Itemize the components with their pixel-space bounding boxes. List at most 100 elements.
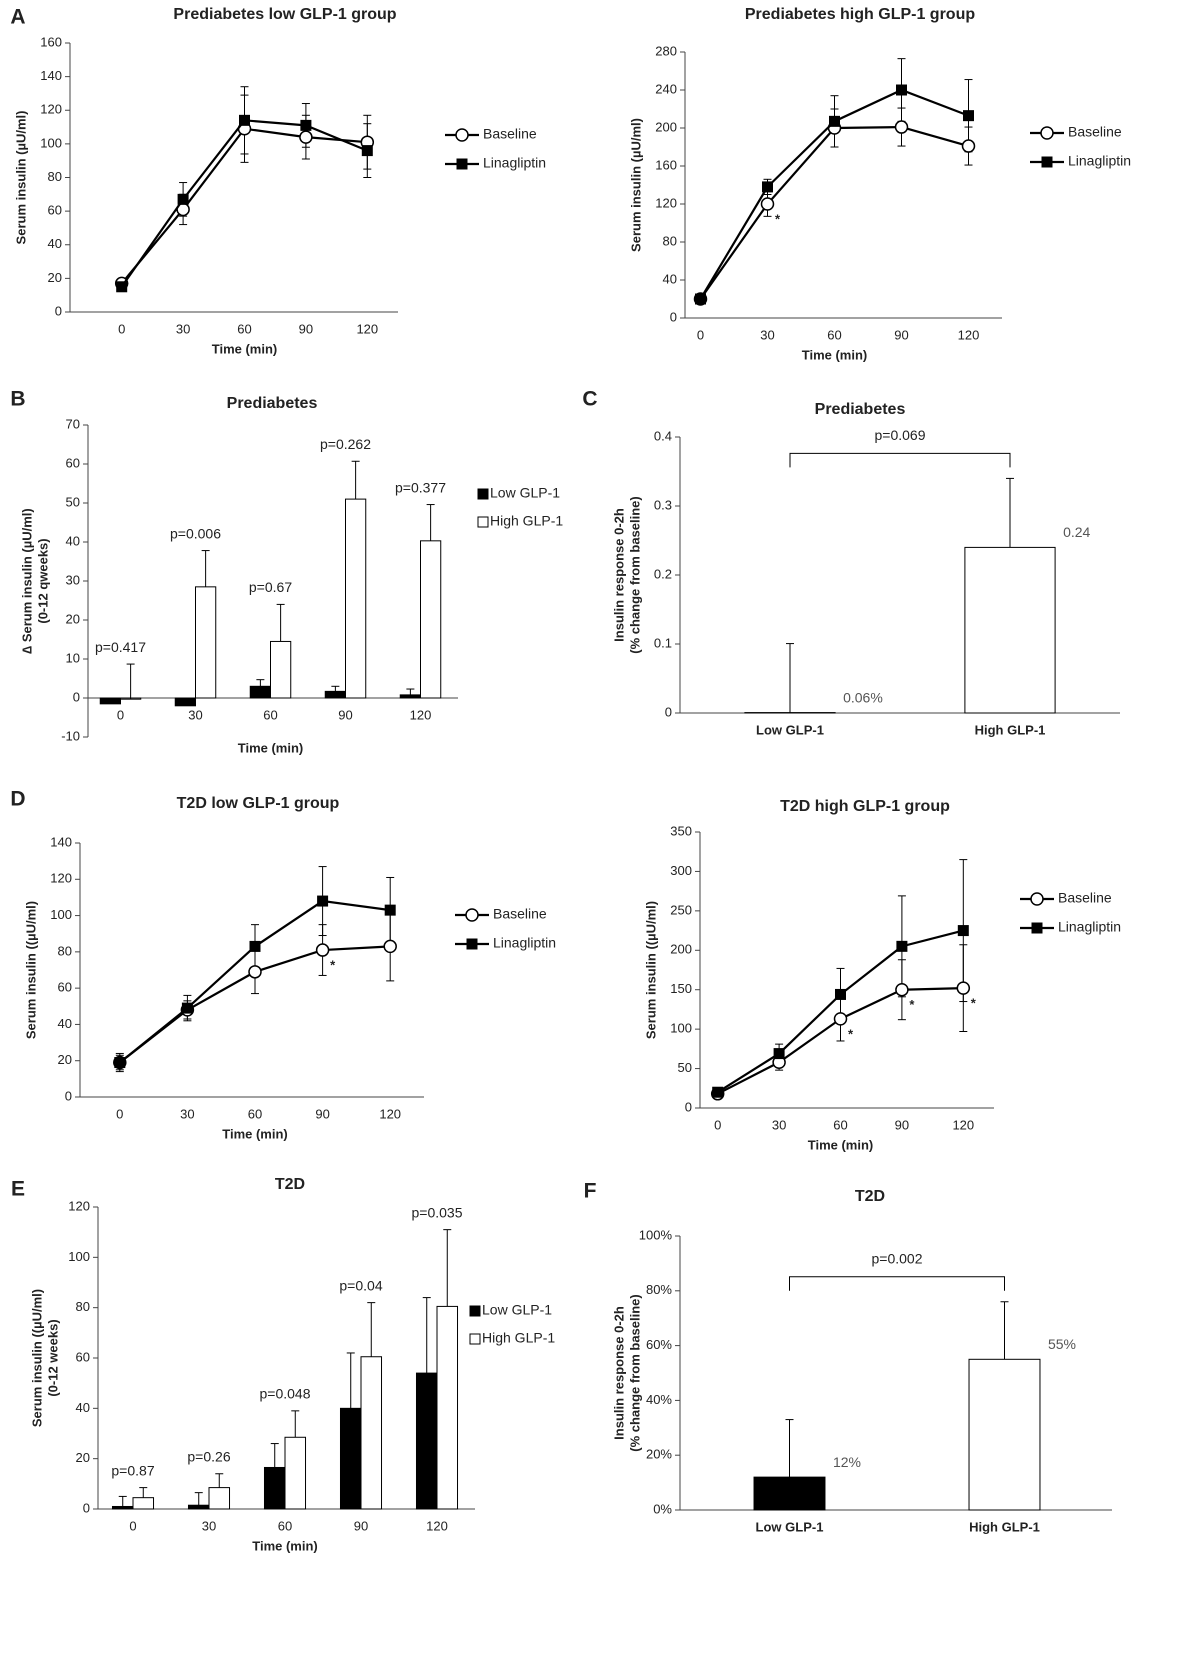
legend-label: Baseline <box>1058 890 1112 906</box>
marker <box>1031 922 1043 934</box>
y-axis-label: Insulin response 0-2h <box>611 508 626 642</box>
x-axis-label: Time (min) <box>238 740 304 755</box>
marker <box>762 181 773 193</box>
x-tick-label: 120 <box>952 1117 974 1132</box>
marker <box>361 145 373 157</box>
x-tick-label: 120 <box>426 1518 448 1533</box>
value-label: 55% <box>1048 1336 1076 1352</box>
y-tick-label: 40 <box>66 533 80 548</box>
comparison-bracket <box>789 1276 1005 1291</box>
marker <box>963 110 974 122</box>
y-axis-label: Serum insulin ((µU/ml) <box>23 901 38 1039</box>
bar <box>339 1407 362 1510</box>
marker <box>712 1086 724 1098</box>
legend-label: Baseline <box>493 906 547 922</box>
panel-label: F <box>584 1180 597 1203</box>
y-tick-label: 350 <box>670 823 692 838</box>
annotation: * <box>909 997 915 1012</box>
y-tick-label: 40 <box>663 271 677 286</box>
x-tick-label: 90 <box>354 1518 368 1533</box>
bar <box>420 540 442 699</box>
x-tick-label: 90 <box>895 1117 909 1132</box>
y-axis-label: Serum insulin ((µU/ml) <box>29 1289 44 1427</box>
p-value: p=0.417 <box>95 639 146 655</box>
marker <box>315 943 330 957</box>
annotation: * <box>775 211 781 226</box>
y-axis-label: Serum insulin (µU/ml) <box>13 111 28 245</box>
y-tick-label: 80 <box>663 233 677 248</box>
p-value: p=0.006 <box>170 525 221 541</box>
y-tick-label: 80% <box>646 1282 672 1297</box>
x-tick-label: 0 <box>118 321 125 336</box>
y-axis-label: (0-12 qweeks) <box>35 538 50 623</box>
y-tick-label: 80 <box>48 169 62 184</box>
p-value: p=0.035 <box>412 1204 463 1220</box>
marker <box>317 895 329 907</box>
y-tick-label: 300 <box>670 863 692 878</box>
legend-swatch <box>477 488 489 500</box>
y-tick-label: 60 <box>58 980 72 995</box>
p-value: p=0.048 <box>260 1386 311 1402</box>
legend-label: Baseline <box>483 126 537 142</box>
p-value: p=0.26 <box>187 1448 230 1464</box>
marker <box>384 904 396 916</box>
legend-swatch <box>469 1333 481 1345</box>
y-tick-label: 0% <box>653 1501 672 1516</box>
x-tick-label: 60 <box>278 1518 292 1533</box>
x-tick-label: 30 <box>188 707 202 722</box>
bar <box>399 694 421 699</box>
x-tick-label: High GLP-1 <box>969 1519 1040 1534</box>
bar <box>324 690 346 699</box>
y-tick-label: 160 <box>655 157 677 172</box>
y-tick-label: 0 <box>685 1099 692 1114</box>
y-tick-label: 60 <box>66 455 80 470</box>
legend-label: Low GLP-1 <box>490 485 560 501</box>
y-tick-label: 40 <box>76 1400 90 1415</box>
marker <box>177 193 189 205</box>
y-tick-label: 30 <box>66 572 80 587</box>
p-value: p=0.67 <box>249 579 292 595</box>
bar <box>270 640 292 699</box>
x-axis-label: Time (min) <box>212 341 278 356</box>
marker <box>465 908 479 922</box>
bar <box>195 586 217 699</box>
bar <box>753 1476 826 1511</box>
chart-title: Prediabetes <box>227 395 318 412</box>
legend-label: Linagliptin <box>1068 153 1131 169</box>
marker <box>895 982 909 997</box>
y-tick-label: 120 <box>50 871 72 886</box>
x-tick-label: 0 <box>714 1117 721 1132</box>
bar <box>263 1466 286 1510</box>
panel-label: A <box>10 6 25 29</box>
marker <box>829 115 840 127</box>
x-tick-label: 60 <box>827 327 841 342</box>
y-tick-label: 100 <box>68 1249 90 1264</box>
marker <box>695 293 706 305</box>
bar <box>964 546 1056 714</box>
y-tick-label: 100 <box>50 907 72 922</box>
chart-title: T2D <box>855 1188 885 1205</box>
x-tick-label: 0 <box>129 1518 136 1533</box>
y-axis-label: Serum insulin ((µU/ml) <box>643 901 658 1039</box>
bar <box>208 1487 231 1510</box>
y-tick-label: 120 <box>68 1198 90 1213</box>
y-tick-label: 0 <box>670 309 677 324</box>
comparison-label: p=0.069 <box>875 427 926 443</box>
marker <box>249 940 261 952</box>
y-axis-label: (% change from baseline) <box>627 496 642 653</box>
y-axis-label: Insulin response 0-2h <box>611 1306 626 1440</box>
y-tick-label: 20 <box>66 611 80 626</box>
y-tick-label: 0.3 <box>654 497 672 512</box>
y-tick-label: 0 <box>65 1088 72 1103</box>
y-tick-label: 250 <box>670 902 692 917</box>
x-tick-label: 30 <box>772 1117 786 1132</box>
y-tick-label: 20 <box>76 1450 90 1465</box>
legend-label: Baseline <box>1068 124 1122 140</box>
bar <box>360 1356 383 1510</box>
x-tick-label: 0 <box>697 327 704 342</box>
legend-label: Linagliptin <box>483 155 546 171</box>
y-tick-label: 120 <box>655 195 677 210</box>
bar <box>968 1358 1041 1511</box>
marker <box>760 197 775 211</box>
marker <box>383 939 397 954</box>
